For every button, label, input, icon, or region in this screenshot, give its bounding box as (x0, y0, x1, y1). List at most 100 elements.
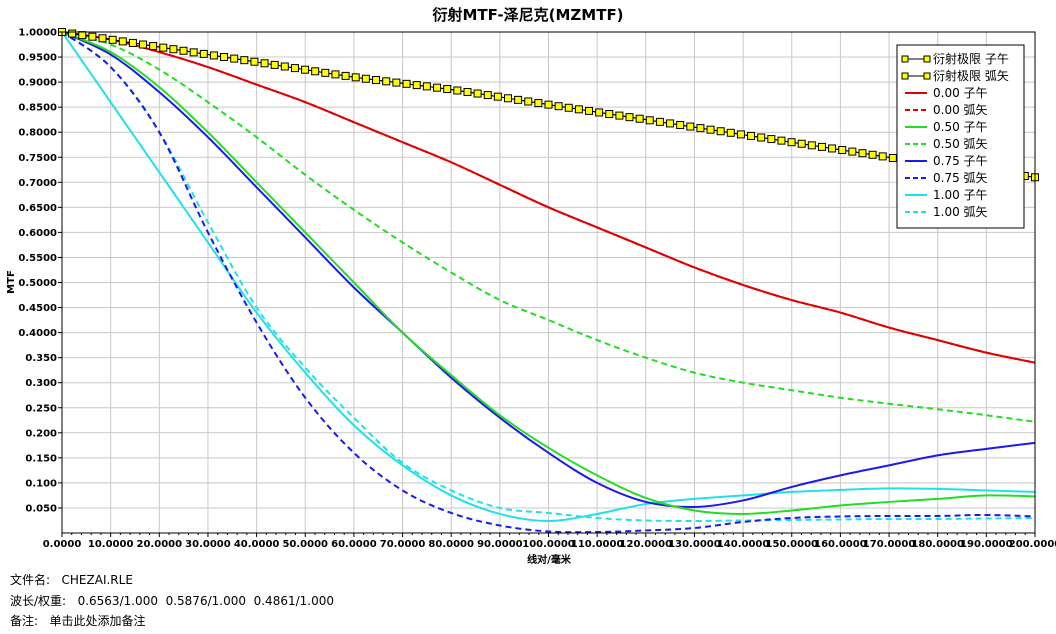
x-tick-label: 60.0000 (331, 539, 377, 550)
diffraction-marker (615, 111, 624, 120)
diffraction-marker (108, 35, 117, 44)
x-tick-label: 90.0000 (477, 539, 523, 550)
note-label: 备注: (10, 614, 39, 628)
diffraction-marker (402, 79, 411, 88)
y-tick-label: 0.9000 (18, 78, 57, 89)
diffraction-marker (686, 122, 695, 131)
y-tick-label: 0.6000 (18, 228, 57, 239)
diffraction-marker (564, 103, 573, 112)
diffraction-marker (888, 154, 897, 163)
diffraction-marker (655, 117, 664, 126)
x-tick-label: 50.0000 (282, 539, 328, 550)
diffraction-marker (524, 97, 533, 106)
diffraction-marker (676, 120, 685, 129)
diffraction-marker (311, 67, 320, 76)
diffraction-marker (128, 38, 137, 47)
diffraction-marker (504, 94, 513, 103)
x-tick-label: 70.0000 (380, 539, 426, 550)
x-tick-label: 140.0000 (717, 539, 770, 550)
filename-label: 文件名: (10, 573, 51, 587)
legend-label-3: 0.00 弧矢 (933, 103, 988, 117)
diffraction-marker (817, 142, 826, 151)
diffraction-marker (78, 31, 87, 40)
diffraction-marker (230, 54, 239, 63)
diffraction-marker (878, 152, 887, 161)
diffraction-marker (797, 139, 806, 148)
note-value[interactable]: 单击此处添加备注 (49, 614, 146, 628)
diffraction-marker (220, 53, 229, 62)
legend-marker (901, 72, 909, 80)
diffraction-marker (392, 78, 401, 87)
diffraction-marker (767, 135, 776, 144)
y-tick-label: 0.7000 (18, 178, 57, 189)
diffraction-marker (595, 108, 604, 117)
diffraction-marker (554, 102, 563, 111)
y-tick-label: 0.350 (25, 353, 57, 364)
x-tick-label: 190.0000 (960, 539, 1013, 550)
legend-label-8: 1.00 子午 (933, 188, 988, 202)
diffraction-marker (149, 42, 158, 51)
legend-label-0: 衍射极限 子午 (933, 51, 1009, 66)
diffraction-marker (361, 74, 370, 83)
diffraction-marker (382, 77, 391, 86)
diffraction-marker (838, 146, 847, 155)
x-tick-label: 30.0000 (185, 539, 231, 550)
diffraction-marker (240, 56, 249, 65)
diffraction-marker (473, 89, 482, 98)
x-tick-label: 0.0000 (43, 539, 82, 550)
footer-note[interactable]: 备注: 单击此处添加备注 (10, 612, 146, 629)
diffraction-marker (635, 114, 644, 123)
series-line-8 (61, 31, 1036, 522)
diffraction-marker (270, 60, 279, 69)
diffraction-marker (696, 124, 705, 133)
diffraction-marker (351, 73, 360, 82)
diffraction-marker (706, 125, 715, 134)
y-tick-label: 0.200 (25, 428, 57, 439)
wavelength-value: 0.6563/1.000 0.5876/1.000 0.4861/1.000 (77, 594, 334, 608)
legend-marker (923, 55, 931, 63)
diffraction-marker (68, 29, 77, 38)
series-line-9 (61, 31, 1036, 522)
diffraction-marker (666, 119, 675, 128)
diffraction-marker (209, 51, 218, 60)
diffraction-marker (260, 59, 269, 68)
diffraction-marker (433, 83, 442, 92)
diffraction-marker (443, 85, 452, 94)
y-tick-label: 0.150 (25, 453, 57, 464)
grid-lines (62, 32, 1035, 533)
diffraction-marker (372, 76, 381, 85)
x-tick-label: 40.0000 (234, 539, 280, 550)
legend-label-5: 0.50 弧矢 (933, 137, 988, 151)
y-axis-ticks: 0.050 0.100 0.150 0.200 0.250 0.300 0.350 0.400… (18, 28, 62, 514)
diffraction-marker (422, 82, 431, 91)
diffraction-marker (321, 68, 330, 77)
diffraction-marker (88, 32, 97, 41)
diffraction-marker (118, 37, 127, 46)
x-tick-label: 170.0000 (863, 539, 916, 550)
diffraction-marker (139, 40, 148, 49)
diffraction-marker (747, 131, 756, 140)
y-tick-label: 0.9500 (18, 53, 57, 64)
series-line-7 (61, 31, 1036, 534)
y-tick-label: 0.7500 (18, 153, 57, 164)
legend-label-4: 0.50 子午 (933, 120, 988, 134)
y-tick-label: 0.300 (25, 378, 57, 389)
legend-label-1: 衍射极限 弧矢 (933, 68, 1009, 83)
diffraction-marker (585, 106, 594, 115)
diffraction-marker (848, 147, 857, 156)
diffraction-marker (757, 133, 766, 142)
x-tick-label: 110.0000 (571, 539, 624, 550)
x-tick-label: 160.0000 (814, 539, 867, 550)
diffraction-marker (777, 136, 786, 145)
diffraction-marker (199, 49, 208, 58)
y-tick-label: 0.6500 (18, 203, 57, 214)
diffraction-marker (189, 48, 198, 57)
diffraction-marker (716, 127, 725, 136)
y-tick-label: 0.4500 (18, 303, 57, 314)
diffraction-marker (290, 64, 299, 73)
chart-title: 衍射MTF-泽尼克(MZMTF) (431, 6, 623, 24)
diffraction-marker (736, 130, 745, 139)
y-tick-label: 0.8500 (18, 103, 57, 114)
x-tick-label: 200.0000 (1009, 539, 1056, 550)
